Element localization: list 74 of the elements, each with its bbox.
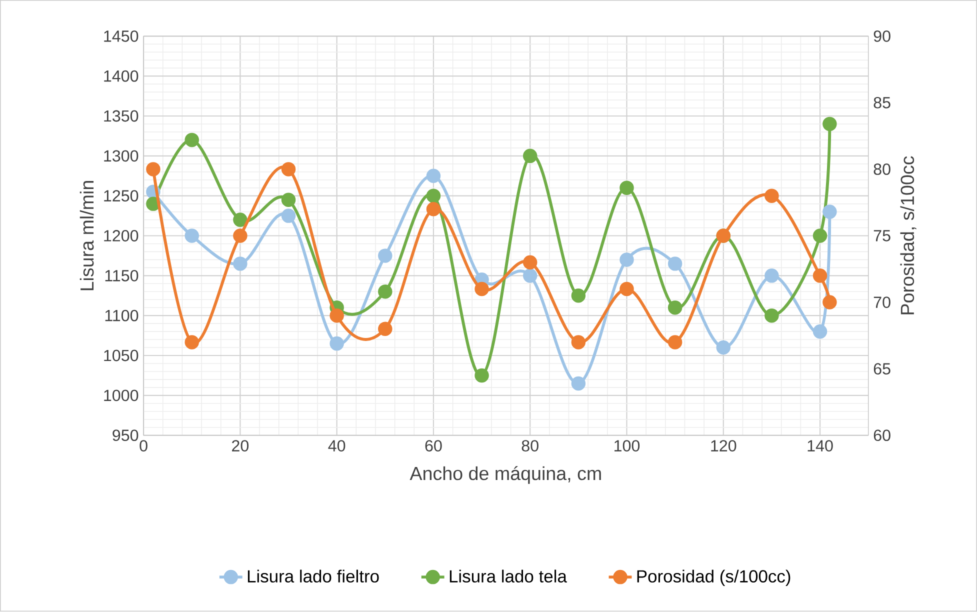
x-tick-label: 0: [140, 440, 148, 452]
y-tick-label: 1450: [104, 30, 138, 42]
y-tick-label: 1350: [104, 110, 138, 122]
y2-tick-label: 60: [874, 430, 890, 442]
y2-tick-label: 80: [874, 164, 890, 176]
y-tick-label: 1250: [104, 190, 138, 202]
point: [764, 268, 779, 283]
point: [522, 148, 538, 164]
x-tick-label: 120: [711, 440, 736, 452]
y2-tick-label: 90: [874, 30, 890, 42]
point: [426, 188, 441, 204]
y-tick-label: 1150: [105, 270, 138, 282]
point: [330, 308, 344, 323]
point: [233, 256, 248, 271]
point: [233, 212, 248, 228]
point: [668, 335, 682, 350]
point: [822, 204, 837, 220]
point: [184, 335, 199, 350]
point: [668, 256, 682, 271]
point: [184, 228, 199, 244]
point: [571, 288, 586, 303]
x-tick-label: 20: [232, 440, 249, 452]
y2-tick-label: 85: [874, 97, 890, 109]
point: [184, 133, 199, 148]
x-tick-label: 100: [614, 440, 640, 452]
y-tick-label: 1050: [104, 350, 138, 362]
y2-tick-label: 65: [874, 363, 890, 375]
point: [620, 282, 634, 296]
point: [474, 282, 489, 296]
point: [764, 188, 779, 204]
point: [281, 208, 296, 224]
y-tick-label: 1300: [104, 150, 138, 162]
point: [426, 168, 441, 184]
y-tick-label: 950: [112, 430, 138, 442]
y2-tick-label: 70: [874, 296, 890, 308]
legend-label: Porosidad (s/100cc): [637, 570, 790, 586]
y2-axis-title: Porosidad, s/100cc: [900, 156, 916, 314]
x-axis-title: Ancho de máquina, cm: [410, 466, 601, 484]
y2-tick-label: 75: [874, 230, 890, 242]
point: [522, 268, 538, 283]
point: [571, 376, 586, 391]
point: [620, 252, 634, 268]
point: [233, 228, 248, 244]
point: [764, 308, 779, 323]
point: [378, 284, 392, 299]
point: [522, 255, 538, 270]
point: [426, 202, 441, 216]
point: [571, 335, 586, 350]
point: [822, 295, 837, 310]
x-tick-label: 80: [522, 440, 538, 452]
point: [812, 324, 828, 339]
point: [668, 300, 682, 315]
x-tick-label: 40: [328, 440, 346, 452]
point: [812, 228, 828, 244]
x-tick-label: 140: [808, 440, 833, 452]
point: [716, 340, 731, 355]
x-tick-label: 60: [425, 440, 442, 452]
point: [281, 192, 296, 208]
y-tick-label: 1100: [105, 310, 138, 322]
legend-label: Lisura lado fieltro: [248, 570, 379, 583]
y-tick-label: 1000: [104, 390, 138, 402]
point: [620, 180, 634, 196]
y-tick-label: 1200: [104, 230, 138, 242]
point: [330, 336, 344, 351]
point: [378, 322, 392, 336]
point: [474, 368, 489, 383]
point: [378, 248, 392, 264]
y-tick-label: 1400: [104, 70, 138, 82]
point: [146, 162, 160, 177]
point: [281, 162, 296, 177]
point: [822, 117, 837, 132]
y-axis-title: Lisura ml/min: [80, 181, 94, 290]
legend-label: Lisura lado tela: [450, 570, 567, 583]
point: [812, 268, 828, 283]
